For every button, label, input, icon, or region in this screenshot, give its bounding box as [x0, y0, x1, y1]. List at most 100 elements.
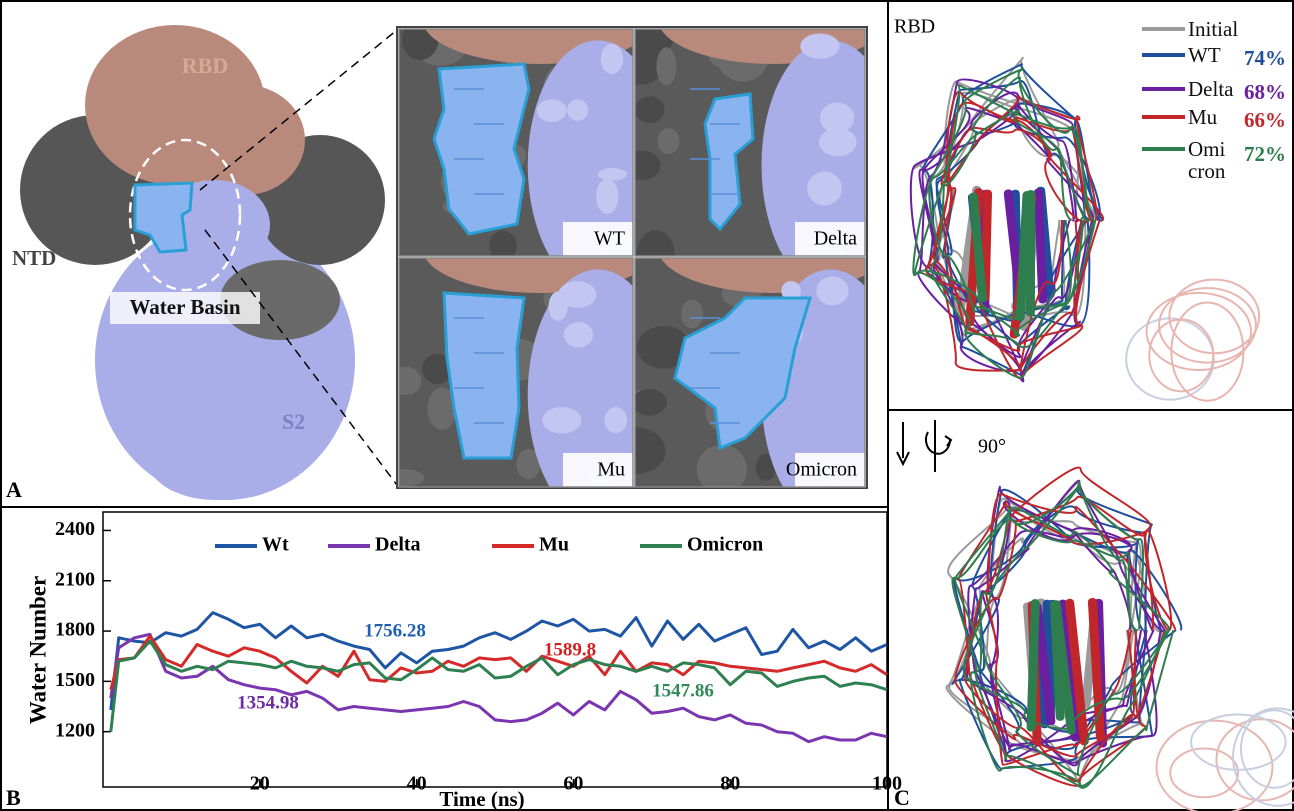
- s2-label: S2: [282, 409, 305, 434]
- legend-percent: 74%: [1244, 46, 1286, 70]
- surface-bump: [781, 280, 801, 301]
- surface-bump: [656, 47, 677, 86]
- annotation: 1547.86: [652, 680, 714, 701]
- panel-label: B: [6, 785, 21, 810]
- ribbon-loop: [954, 495, 1154, 758]
- water-basin-label: Water Basin: [129, 295, 240, 319]
- x-tick-label: 80: [720, 773, 740, 795]
- label-box: [563, 222, 633, 256]
- inset: Delta: [634, 28, 866, 257]
- surface-bump: [681, 299, 704, 329]
- surface-bump: [489, 230, 517, 256]
- annotation: 1354.98: [237, 692, 299, 713]
- surface-bump: [596, 178, 619, 214]
- ribbon-loop: [966, 479, 1162, 767]
- surface-bump: [567, 99, 589, 121]
- structure: [909, 56, 1261, 402]
- y-tick-label: 1800: [55, 619, 95, 641]
- surface-bump: [696, 444, 747, 487]
- surface-bump: [536, 99, 567, 122]
- s2-surface: [761, 40, 865, 256]
- label-box: [110, 292, 260, 324]
- y-axis-label: Water Number: [25, 576, 50, 724]
- water-basin: [703, 92, 755, 232]
- ribbon-loop: [951, 480, 1175, 787]
- rbd-label: RBD: [182, 53, 228, 78]
- background-structure: [1239, 709, 1294, 789]
- background-structure: [1215, 718, 1294, 802]
- annotation: 1756.28: [364, 620, 426, 641]
- legend-label: Wt: [262, 534, 289, 556]
- background-structure: [1232, 707, 1294, 807]
- surface-bump: [422, 353, 453, 385]
- series-line: [109, 632, 888, 744]
- zoom-line: [204, 229, 398, 486]
- ntd-label: NTD: [12, 246, 56, 270]
- surface-bump: [755, 453, 777, 481]
- surface-bump: [816, 276, 849, 306]
- label-box: [795, 222, 865, 256]
- beta-strand: [968, 192, 987, 303]
- background-structure: [1155, 719, 1274, 811]
- inset: Omicron: [634, 257, 866, 488]
- legend-percent: 66%: [1244, 108, 1286, 132]
- beta-strand: [1051, 600, 1076, 735]
- ribbon-loop: [986, 485, 1143, 752]
- x-tick-label: 20: [250, 773, 270, 795]
- inset-border: [398, 257, 634, 488]
- surface-bump: [635, 96, 665, 124]
- x-axis-label: Time (ns): [439, 787, 524, 811]
- surface-bump: [604, 407, 628, 434]
- legend-label: WT: [1188, 43, 1221, 67]
- background-structure: [1170, 301, 1245, 402]
- surface-bump: [558, 281, 597, 308]
- surface-bump: [635, 389, 667, 416]
- inset-content: [399, 258, 633, 487]
- water-basin: [673, 296, 813, 451]
- y-tick-label: 2100: [55, 568, 95, 590]
- inset-label: Mu: [597, 459, 625, 481]
- inset-label: WT: [594, 228, 625, 250]
- surface-bump: [800, 33, 840, 59]
- legend-label: Omi cron: [1188, 137, 1226, 183]
- background-structure: [1148, 318, 1215, 393]
- surface-bump: [635, 150, 661, 181]
- ribbon-loop: [918, 91, 1093, 383]
- surface-bump: [399, 366, 422, 396]
- surface-bump: [427, 387, 457, 430]
- inset: WT: [398, 28, 634, 257]
- surface-bump: [563, 322, 594, 348]
- rotation-arc: [925, 431, 951, 455]
- inset-border: [634, 28, 866, 257]
- s2-surface: [527, 269, 633, 487]
- panel-label: A: [6, 477, 22, 502]
- background-structure: [1190, 713, 1287, 771]
- plot-frame: [102, 511, 888, 788]
- panel-label: C: [894, 785, 910, 810]
- s2-surface: [145, 410, 285, 500]
- basin-outline: [128, 138, 242, 292]
- inset-content: [635, 29, 865, 256]
- surface-bump: [542, 407, 582, 434]
- inset: Mu: [398, 257, 634, 488]
- inset-border: [398, 28, 634, 257]
- legend-label: Mu: [1188, 105, 1218, 129]
- label-box: [563, 453, 633, 487]
- inset-content: [635, 258, 865, 487]
- rotation-label: 90°: [978, 436, 1006, 458]
- y-tick-label: 1500: [55, 669, 95, 691]
- beta-strand: [1026, 599, 1040, 732]
- water-basin: [133, 181, 194, 254]
- legend-percent: 68%: [1244, 80, 1286, 104]
- label-box: [795, 453, 865, 487]
- series-line: [109, 634, 888, 691]
- surface-bump: [636, 230, 675, 256]
- beta-strand: [1087, 598, 1105, 742]
- beta-strand: [1065, 598, 1089, 746]
- series-line: [109, 639, 888, 732]
- water-basin: [432, 62, 531, 236]
- surface-bump: [636, 325, 691, 369]
